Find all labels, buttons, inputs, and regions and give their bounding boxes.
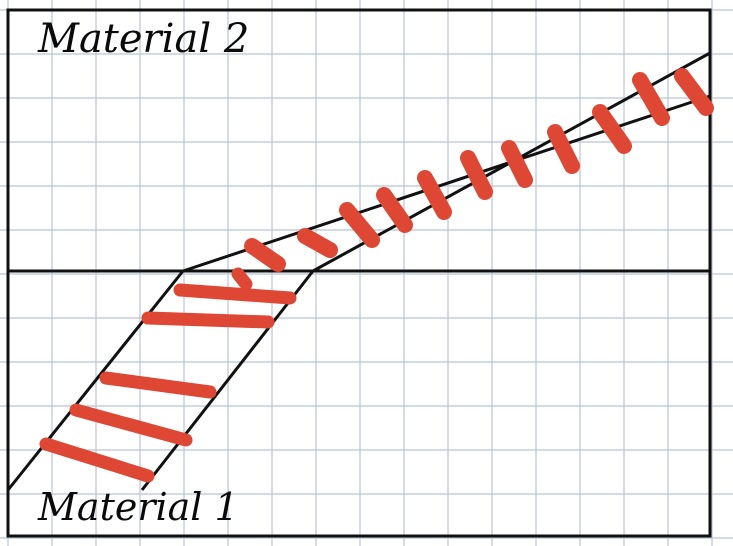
hatch-stroke — [69, 403, 193, 447]
beam-hatching — [39, 68, 714, 483]
hatch-stroke — [297, 228, 338, 258]
hatch-stroke — [460, 150, 493, 200]
hatch-stroke — [417, 170, 452, 220]
beam-lower-boundary — [140, 51, 711, 491]
hatch-stroke — [674, 68, 714, 116]
hatch-stroke — [244, 238, 286, 272]
hatch-stroke — [99, 371, 217, 399]
diagram-frame — [6, 8, 712, 538]
material-2-label: Material 2 — [37, 16, 249, 62]
hatch-stroke — [632, 72, 670, 126]
hatch-stroke — [39, 437, 155, 483]
hatch-stroke — [173, 283, 297, 305]
hatch-stroke — [231, 267, 253, 291]
beam-upper-boundary — [6, 94, 711, 491]
hatch-stroke — [339, 202, 380, 248]
hatch-stroke — [376, 187, 413, 233]
material-1-label: Material 1 — [37, 485, 239, 529]
hatch-stroke — [547, 124, 580, 174]
hatch-stroke — [141, 311, 275, 329]
hatch-stroke — [501, 140, 533, 188]
hatch-stroke — [592, 104, 632, 154]
